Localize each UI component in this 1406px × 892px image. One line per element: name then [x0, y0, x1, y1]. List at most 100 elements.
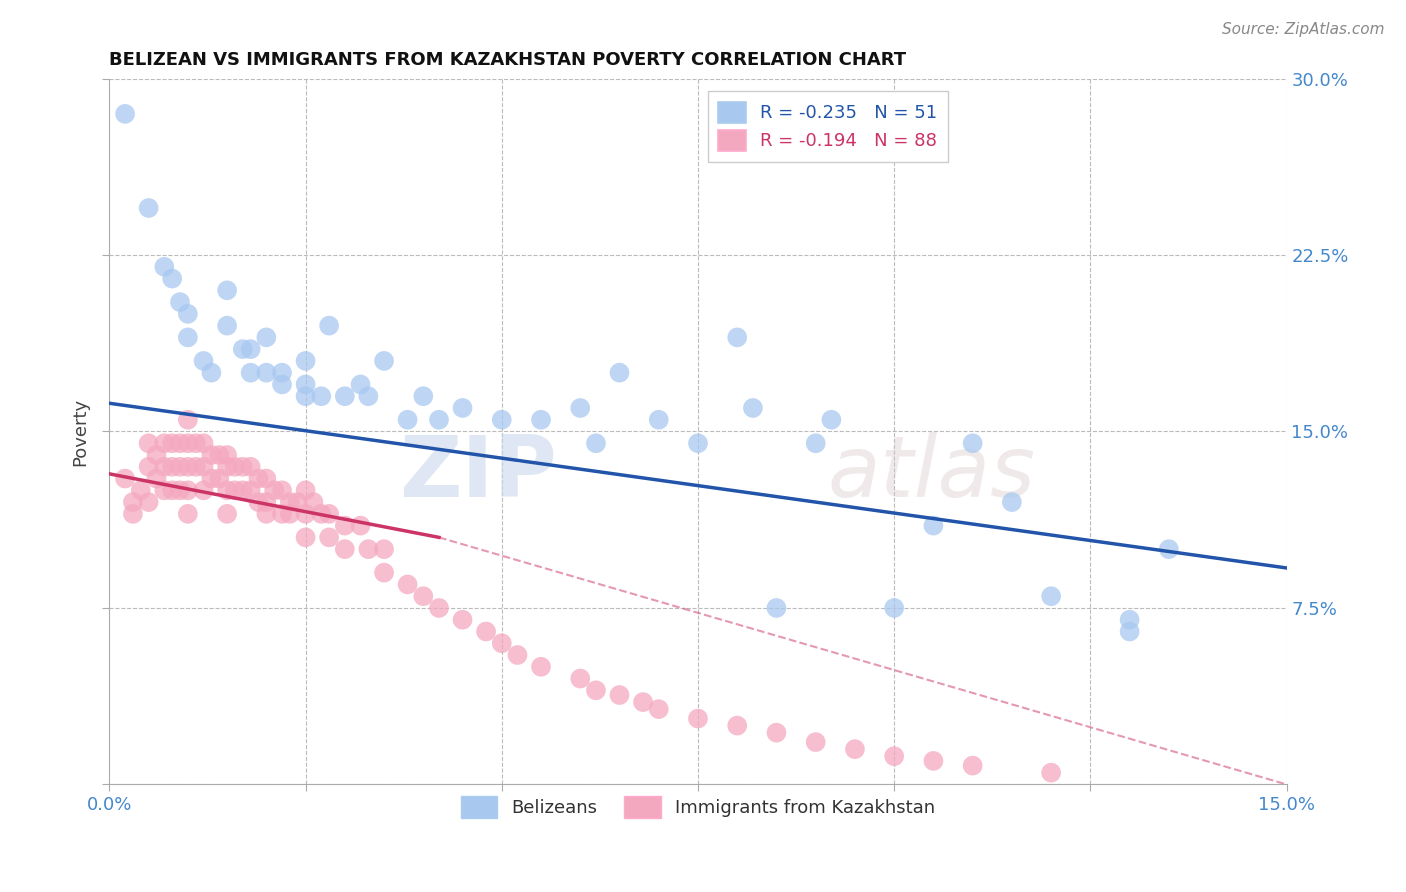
Point	[294, 483, 316, 498]
Point	[169, 483, 191, 498]
Point	[193, 459, 215, 474]
Point	[373, 542, 395, 557]
Point	[294, 354, 316, 368]
Point	[153, 260, 176, 274]
Point	[193, 436, 215, 450]
Point	[1001, 495, 1024, 509]
Point	[475, 624, 498, 639]
Point	[302, 495, 325, 509]
Point	[145, 471, 167, 485]
Point	[1118, 613, 1140, 627]
Point	[122, 507, 145, 521]
Point	[169, 459, 191, 474]
Point	[254, 471, 277, 485]
Point	[145, 448, 167, 462]
Point	[138, 495, 160, 509]
Point	[725, 718, 748, 732]
Point	[177, 483, 200, 498]
Point	[922, 518, 945, 533]
Point	[765, 601, 787, 615]
Point	[451, 401, 474, 415]
Point	[530, 413, 553, 427]
Point	[349, 518, 371, 533]
Point	[278, 507, 301, 521]
Point	[962, 758, 984, 772]
Point	[311, 389, 333, 403]
Point	[318, 318, 340, 333]
Point	[208, 471, 231, 485]
Point	[1157, 542, 1180, 557]
Point	[232, 483, 254, 498]
Point	[373, 566, 395, 580]
Point	[138, 436, 160, 450]
Point	[254, 330, 277, 344]
Point	[451, 613, 474, 627]
Point	[1040, 765, 1063, 780]
Point	[491, 413, 513, 427]
Legend: Belizeans, Immigrants from Kazakhstan: Belizeans, Immigrants from Kazakhstan	[454, 789, 942, 825]
Text: Source: ZipAtlas.com: Source: ZipAtlas.com	[1222, 22, 1385, 37]
Point	[333, 518, 356, 533]
Text: atlas: atlas	[828, 433, 1035, 516]
Point	[153, 483, 176, 498]
Point	[263, 483, 285, 498]
Point	[169, 295, 191, 310]
Point	[412, 589, 434, 603]
Point	[239, 483, 262, 498]
Point	[883, 601, 905, 615]
Point	[412, 389, 434, 403]
Point	[1040, 589, 1063, 603]
Point	[254, 507, 277, 521]
Point	[271, 507, 294, 521]
Point	[648, 702, 671, 716]
Point	[1118, 624, 1140, 639]
Point	[530, 660, 553, 674]
Point	[254, 366, 277, 380]
Point	[357, 389, 380, 403]
Point	[725, 330, 748, 344]
Point	[160, 459, 183, 474]
Point	[208, 448, 231, 462]
Point	[232, 459, 254, 474]
Point	[232, 342, 254, 356]
Point	[169, 436, 191, 450]
Point	[318, 507, 340, 521]
Point	[820, 413, 842, 427]
Point	[585, 683, 607, 698]
Point	[294, 377, 316, 392]
Point	[396, 577, 419, 591]
Point	[287, 495, 309, 509]
Text: ZIP: ZIP	[399, 433, 557, 516]
Point	[631, 695, 654, 709]
Point	[184, 436, 207, 450]
Point	[177, 459, 200, 474]
Point	[122, 495, 145, 509]
Point	[177, 413, 200, 427]
Point	[160, 436, 183, 450]
Point	[184, 459, 207, 474]
Point	[247, 495, 270, 509]
Point	[686, 436, 709, 450]
Point	[294, 530, 316, 544]
Point	[373, 354, 395, 368]
Point	[686, 712, 709, 726]
Point	[318, 530, 340, 544]
Point	[609, 366, 631, 380]
Point	[569, 401, 592, 415]
Point	[254, 495, 277, 509]
Point	[506, 648, 529, 662]
Point	[609, 688, 631, 702]
Point	[962, 436, 984, 450]
Point	[844, 742, 866, 756]
Point	[427, 413, 450, 427]
Point	[247, 471, 270, 485]
Point	[278, 495, 301, 509]
Point	[160, 483, 183, 498]
Point	[239, 459, 262, 474]
Point	[217, 459, 239, 474]
Point	[427, 601, 450, 615]
Point	[294, 507, 316, 521]
Point	[193, 354, 215, 368]
Point	[217, 448, 239, 462]
Point	[648, 413, 671, 427]
